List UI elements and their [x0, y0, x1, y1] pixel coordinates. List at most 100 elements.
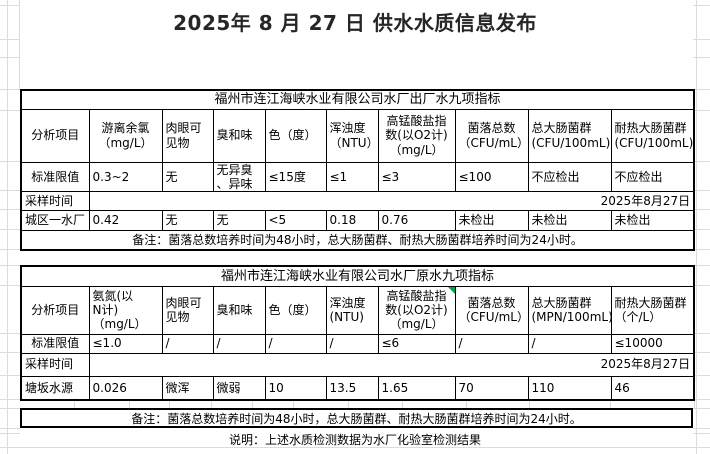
header-cell: 高锰酸盐指 数(以O2计) （mg/L）	[377, 285, 456, 335]
grid-line	[0, 229, 20, 230]
limit-value-cell: ≤100	[454, 161, 529, 192]
grid-line	[693, 333, 710, 334]
limit-value-cell: 不应检出	[527, 161, 612, 192]
sampling-date-cell: 2025年8月27日	[88, 190, 695, 211]
grid-line	[693, 57, 710, 58]
limit-value-cell: ≤6	[377, 333, 456, 354]
limit-value-cell: /	[264, 333, 327, 354]
grid-line	[693, 408, 710, 409]
header-cell: 游离余氯 （mg/L）	[88, 108, 163, 163]
header-cell: 肉眼可 见物	[161, 108, 214, 163]
grid-line	[0, 265, 20, 266]
grid-line	[693, 229, 710, 230]
limit-value-cell: 无	[161, 161, 214, 192]
data-cell: <5	[264, 209, 327, 231]
header-cell: 总大肠菌群 (CFU/100mL)	[527, 108, 612, 163]
limit-value-cell: ≤1	[325, 161, 379, 192]
limit-value-cell: 不应检出	[610, 161, 695, 192]
header-cell: 肉眼可 见物	[161, 285, 214, 335]
limit-value-cell: /	[161, 333, 214, 354]
table-title: 福州市连江海峡水业有限公司水厂原水九项指标	[20, 265, 695, 287]
data-cell: 微浑	[161, 375, 214, 401]
grid-line	[693, 375, 710, 376]
data-cell: 1.65	[377, 375, 456, 401]
grid-line	[693, 285, 710, 286]
grid-line	[529, 399, 530, 408]
limit-value-cell: ≤3	[377, 161, 456, 192]
grid-line	[0, 408, 20, 409]
grid-line	[0, 89, 20, 90]
header-cell: 总大肠菌群 (MPN/100mL)	[527, 285, 612, 335]
grid-line	[19, 0, 20, 89]
data-cell: 0.76	[377, 209, 456, 231]
grid-line	[169, 399, 170, 408]
grid-line	[0, 399, 20, 400]
header-cell: 耐热大肠菌群 (CFU/100mL)	[610, 108, 695, 163]
header-cell: 高锰酸盐指 数(以O2计) （mg/L）	[377, 108, 456, 163]
limit-value-cell: /	[454, 333, 529, 354]
grid-line	[610, 399, 611, 408]
header-cell: 浑浊度 (NTU)	[325, 285, 379, 335]
grid-line	[693, 428, 710, 429]
sampling-row-label: 采样时间	[20, 352, 90, 377]
grid-line	[693, 89, 710, 90]
header-cell: 臭和味	[212, 285, 266, 335]
note-row: 备注：菌落总数培养时间为48小时，总大肠菌群、耐热大肠菌群培养时间为24小时。	[20, 229, 695, 251]
header-cell: 色（度）	[264, 108, 327, 163]
grid-line	[694, 399, 695, 408]
grid-line	[693, 265, 710, 266]
limit-value-cell: ≤1.0	[88, 333, 163, 354]
limit-value-cell: ≤10000	[610, 333, 695, 354]
grid-line	[0, 333, 20, 334]
grid-line	[0, 190, 20, 191]
data-cell: 未检出	[527, 209, 612, 231]
header-cell: 菌落总数 （CFU/mL）	[454, 108, 529, 163]
data-cell: 未检出	[610, 209, 695, 231]
limit-value-cell: /	[212, 333, 266, 354]
data-cell: 无	[212, 209, 266, 231]
header-cell: 色（度）	[264, 285, 327, 335]
header-cell: 臭和味	[212, 108, 266, 163]
data-cell: 10	[264, 375, 327, 401]
grid-line	[402, 399, 403, 408]
grid-line	[693, 399, 710, 400]
data-cell: 46	[610, 375, 695, 401]
cell-comment-marker-icon	[447, 287, 454, 294]
limit-value-cell: 0.3~2	[88, 161, 163, 192]
grid-line	[252, 399, 253, 408]
grid-line	[696, 0, 697, 454]
header-cell: 氨氮(以 N计) （mg/L）	[88, 285, 163, 335]
grid-line	[693, 161, 710, 162]
data-cell: 13.5	[325, 375, 379, 401]
data-cell: 无	[161, 209, 214, 231]
sampling-row-label: 采样时间	[20, 190, 90, 211]
limit-value-cell: 无异臭 、异味	[212, 161, 266, 192]
grid-line	[0, 375, 20, 376]
grid-line	[0, 249, 20, 250]
table-row: 城区一水厂 0.42 无无 <5 0.18 0.76 未检出 未检出 未检出	[20, 209, 695, 231]
data-cell: 微弱	[212, 375, 266, 401]
table-row: 塘坂水源 0.026 微浑 微弱 10 13.5 1.65 70 110 46	[20, 375, 695, 401]
raw-water-note-box: 备注：菌落总数培养时间为48小时，总大肠菌群、耐热大肠菌群培养时间为24小时。	[20, 408, 693, 428]
grid-line	[693, 39, 710, 40]
header-cell: 浑浊度 （NTU）	[325, 108, 379, 163]
page-title: 2025年 8 月 27 日 供水水质信息发布	[173, 11, 537, 35]
data-cell: 70	[454, 375, 529, 401]
grid-line	[0, 428, 20, 429]
grid-line	[0, 39, 20, 40]
table-raw-water: 福州市连江海峡水业有限公司水厂原水九项指标 分析项目 氨氮(以 N计) （mg/L）…	[20, 265, 696, 401]
grid-line	[0, 433, 20, 434]
data-row-label: 城区一水厂	[20, 209, 90, 231]
grid-line	[466, 399, 467, 408]
grid-line	[129, 399, 130, 408]
grid-line	[0, 57, 20, 58]
grid-line	[693, 249, 710, 250]
sampling-date-cell: 2025年8月27日	[88, 352, 695, 377]
grid-line	[0, 352, 20, 353]
header-cell: 分析项目	[20, 285, 90, 335]
grid-line	[0, 161, 20, 162]
limit-row-label: 标准限值	[20, 333, 90, 354]
footer-remark: 说明：上述水质检测数据为水厂化验室检测结果	[228, 433, 481, 447]
grid-line	[0, 209, 20, 210]
